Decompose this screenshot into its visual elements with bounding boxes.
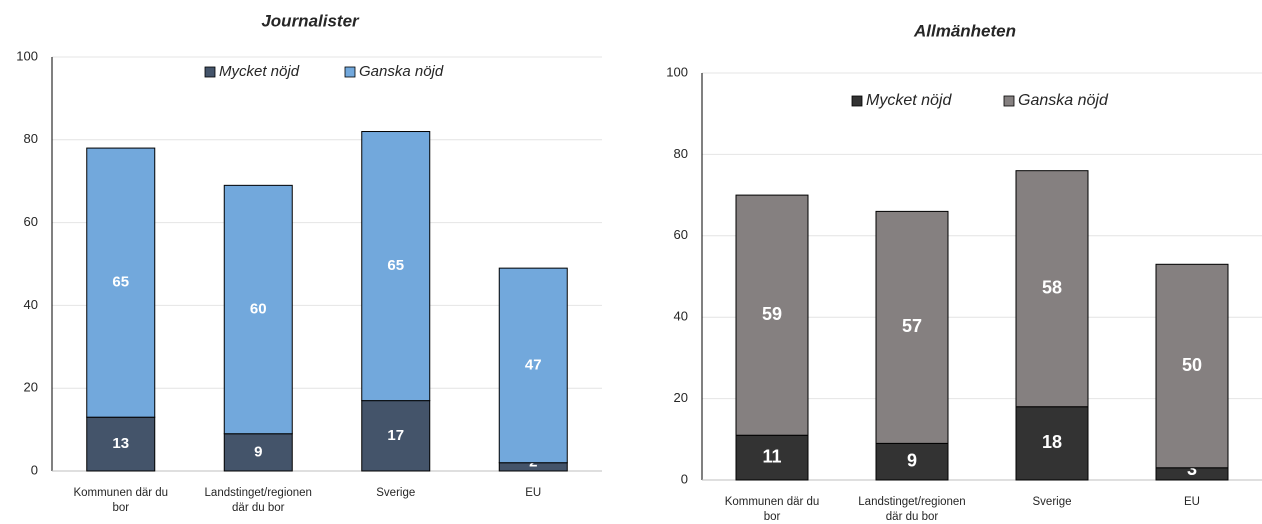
bar-segment xyxy=(223,184,293,435)
bar-segment xyxy=(875,442,949,481)
legend-label: Ganska nöjd xyxy=(1018,92,1109,109)
bar-segment xyxy=(498,267,568,464)
value-label: 59 xyxy=(762,304,782,324)
y-tick-label: 60 xyxy=(24,214,38,229)
y-tick-label: 100 xyxy=(16,48,38,63)
x-tick-label: EU xyxy=(525,487,541,499)
value-label: 3 xyxy=(1187,459,1197,479)
bar-segment xyxy=(361,131,431,402)
legend-swatch xyxy=(204,66,216,78)
y-tick-label: 0 xyxy=(31,462,38,477)
y-tick-label: 80 xyxy=(24,131,38,146)
bar-segment xyxy=(735,194,809,436)
value-label: 60 xyxy=(250,301,267,318)
bar-segment xyxy=(86,416,156,472)
value-label: 13 xyxy=(112,435,129,452)
value-label: 57 xyxy=(902,316,922,336)
value-label: 18 xyxy=(1042,432,1062,452)
value-label: 9 xyxy=(907,450,917,470)
legend-label: Mycket nöjd xyxy=(219,63,300,80)
chart-title: Allmänheten xyxy=(913,21,1016,40)
value-label: 65 xyxy=(387,257,404,274)
x-tick-label: Kommunen där du bor xyxy=(73,487,168,514)
value-label: 9 xyxy=(254,443,262,460)
y-tick-label: 0 xyxy=(681,471,688,486)
chart-title: Journalister xyxy=(261,11,360,30)
y-tick-label: 20 xyxy=(674,390,688,405)
legend-swatch xyxy=(344,66,356,78)
value-label: 58 xyxy=(1042,277,1062,297)
legend-label: Ganska nöjd xyxy=(359,63,444,80)
y-tick-label: 80 xyxy=(674,146,688,161)
bar-segment xyxy=(1015,406,1089,481)
value-label: 50 xyxy=(1182,355,1202,375)
bar-segment xyxy=(361,400,431,472)
bar-segment xyxy=(223,433,293,472)
x-tick-label: Kommunen där du bor xyxy=(725,496,820,523)
value-label: 65 xyxy=(112,274,129,291)
value-label: 17 xyxy=(387,427,404,444)
x-tick-label: EU xyxy=(1184,496,1200,508)
bar-segment xyxy=(875,210,949,444)
legend-swatch xyxy=(1003,95,1015,107)
legend-label: Mycket nöjd xyxy=(866,92,952,109)
x-tick-label: Landstinget/regionen där du bor xyxy=(205,487,312,514)
y-tick-label: 60 xyxy=(674,227,688,242)
x-tick-label: Sverige xyxy=(376,487,415,499)
bar-segment xyxy=(1155,263,1229,469)
value-label: 47 xyxy=(525,356,542,373)
legend-swatch xyxy=(851,95,863,107)
bar-segment xyxy=(1015,170,1089,408)
bar-segment xyxy=(86,147,156,418)
value-label: 11 xyxy=(762,446,781,466)
x-tick-label: Landstinget/regionen där du bor xyxy=(858,496,965,523)
x-tick-label: Sverige xyxy=(1033,496,1072,508)
y-tick-label: 40 xyxy=(24,297,38,312)
y-tick-label: 40 xyxy=(674,309,688,324)
y-tick-label: 20 xyxy=(24,380,38,395)
y-tick-label: 100 xyxy=(666,64,688,79)
